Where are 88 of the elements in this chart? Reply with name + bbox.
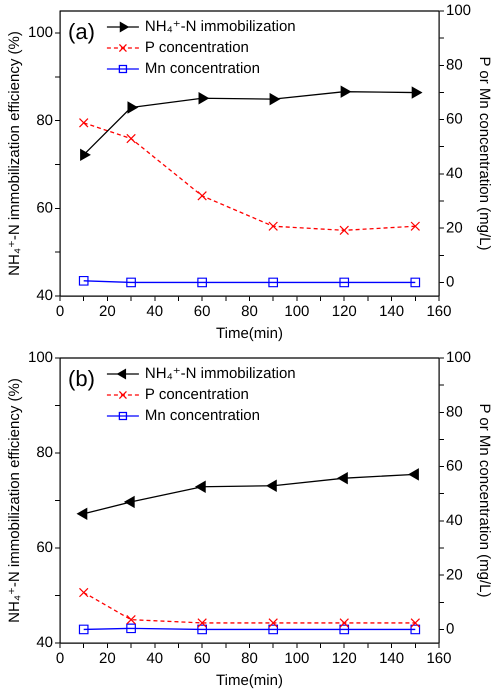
point [78, 624, 89, 634]
point [268, 618, 278, 628]
point [339, 618, 350, 628]
y2-tick-label: 80 [446, 56, 463, 74]
y2-tick-label: 80 [446, 403, 463, 420]
point [197, 191, 207, 201]
y-tick-label: 80 [36, 444, 54, 462]
x-tick-label: 0 [56, 650, 64, 668]
point [339, 624, 350, 634]
legend-label: NH₄⁺-N immobilization [144, 18, 296, 36]
point [410, 221, 420, 232]
point [80, 149, 90, 161]
legend-label: P concentration [144, 386, 249, 404]
point [78, 118, 89, 128]
point [268, 624, 278, 634]
point [78, 276, 89, 286]
y2-tick-label: 60 [446, 110, 463, 128]
point [197, 278, 207, 288]
y2-tick-label: 0 [446, 274, 454, 291]
x-tick-label: 60 [194, 650, 210, 668]
x-tick-label: 160 [426, 303, 452, 320]
y2-tick-label: 20 [446, 219, 463, 236]
x-tick-label: 120 [332, 303, 357, 320]
point [340, 86, 351, 98]
x-axis-title: Time(min) [216, 672, 283, 690]
point [126, 624, 136, 634]
point [339, 225, 350, 236]
point [410, 624, 420, 634]
point [198, 92, 209, 104]
y2-axis-title: P or Mn concentration (mg/L) [476, 56, 493, 250]
annotation: (b) [68, 366, 95, 392]
y2-tick-label: 100 [446, 349, 472, 366]
y-tick-label: 100 [28, 24, 54, 42]
x-tick-label: 140 [379, 303, 404, 320]
x-tick-label: 140 [379, 650, 404, 668]
x-tick-label: 20 [99, 650, 116, 668]
point [268, 278, 278, 288]
y-tick-label: 40 [36, 634, 54, 652]
x-axis-title: Time(min) [216, 325, 283, 342]
legend-label: Mn concentration [144, 60, 260, 78]
x-tick-label: 40 [146, 303, 164, 320]
x-tick-label: 0 [56, 303, 64, 320]
point [127, 102, 138, 114]
y-tick-label: 100 [28, 349, 54, 366]
y-tick-label: 60 [36, 539, 54, 556]
x-tick-label: 80 [241, 303, 258, 320]
point [410, 618, 420, 628]
x-tick-label: 120 [332, 650, 357, 668]
y2-tick-label: 40 [446, 165, 463, 182]
point [197, 624, 207, 634]
x-tick-label: 20 [99, 303, 116, 320]
point [408, 468, 419, 480]
point [126, 134, 136, 144]
point [77, 508, 88, 520]
point [270, 93, 280, 105]
point [412, 86, 422, 98]
y-axis-title: NH₄⁺-N immobilization efficiency (%) [6, 31, 24, 276]
y2-tick-label: 0 [446, 620, 454, 638]
point [124, 496, 135, 508]
y2-tick-label: 60 [446, 458, 463, 475]
y-tick-label: 60 [36, 199, 54, 216]
x-tick-label: 40 [146, 650, 164, 668]
point [410, 278, 420, 288]
x-tick-label: 100 [284, 650, 310, 668]
point [197, 618, 207, 628]
x-tick-label: 60 [194, 303, 210, 320]
legend-label: P concentration [144, 39, 249, 56]
x-tick-label: 160 [426, 650, 452, 668]
point [338, 472, 348, 484]
legend-label: NH₄⁺-N immobilization [144, 365, 296, 382]
y2-tick-label: 40 [446, 512, 463, 529]
y2-tick-label: 100 [446, 2, 472, 20]
legend-label: Mn concentration [144, 407, 260, 424]
point [126, 614, 136, 624]
point [266, 480, 277, 492]
point [196, 480, 206, 493]
point [268, 221, 278, 232]
y2-tick-label: 20 [446, 566, 463, 584]
y-axis-title: NH₄⁺-N immobilization efficiency (%) [6, 378, 24, 623]
x-tick-label: 100 [284, 303, 310, 320]
y-tick-label: 80 [36, 112, 54, 129]
annotation: (a) [68, 19, 95, 44]
point [78, 588, 89, 598]
y2-axis-title: P or Mn concentration (mg/L) [476, 404, 493, 598]
x-tick-label: 80 [241, 650, 258, 668]
point [126, 278, 136, 288]
point [339, 278, 350, 288]
y-tick-label: 40 [36, 287, 54, 304]
